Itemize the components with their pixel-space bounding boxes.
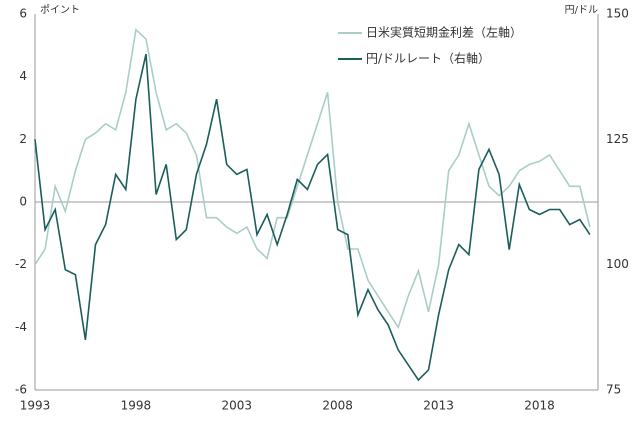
x-tick-label: 1998 — [121, 399, 152, 413]
y2-unit-label: 円/ドル — [565, 5, 598, 16]
series-line — [34, 53, 591, 382]
y-unit-label: ポイント — [40, 4, 80, 16]
y2-tick-label: 125 — [606, 132, 629, 146]
x-tick-label: 2003 — [222, 399, 253, 413]
y2-tick-label: 150 — [606, 7, 629, 21]
x-tick-label: 2008 — [322, 399, 353, 413]
y2-tick-label: 100 — [606, 257, 629, 271]
legend-label: 円/ドルレート（右軸） — [366, 51, 490, 66]
y2-tick-label: 75 — [606, 383, 621, 397]
y-tick-label: -4 — [15, 320, 27, 334]
legend-label: 日米実質短期金利差（左軸） — [366, 25, 522, 40]
x-tick-label: 1993 — [20, 399, 51, 413]
x-tick-label: 2013 — [423, 399, 454, 413]
y-tick-label: 6 — [19, 7, 27, 21]
y-tick-label: 0 — [19, 195, 27, 209]
series-line — [34, 28, 591, 330]
x-tick-label: 2018 — [524, 399, 555, 413]
y-tick-label: -6 — [15, 383, 27, 397]
y-tick-label: 2 — [19, 132, 27, 146]
y-tick-label: -2 — [15, 257, 27, 271]
y-tick-label: 4 — [19, 69, 27, 83]
